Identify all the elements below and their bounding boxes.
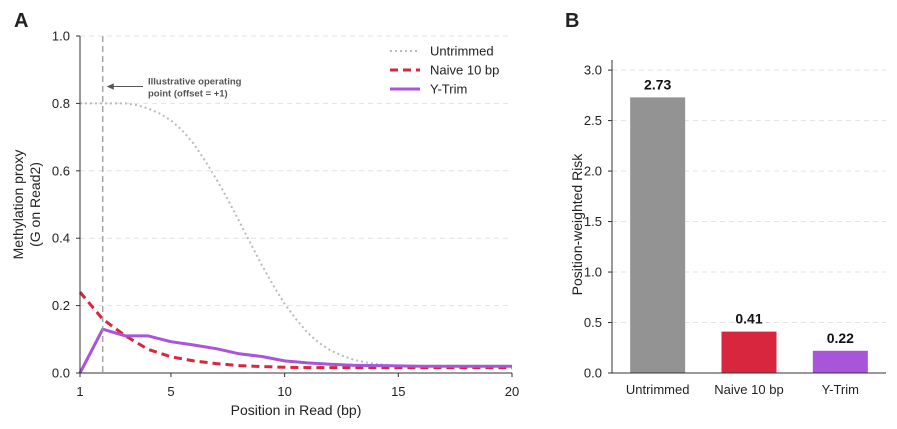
bar-naive-10-bp [721,331,777,373]
y-tick-label: 2.0 [584,164,602,179]
panel-label-a: A [14,10,28,32]
x-tick-label: Y-Trim [822,382,859,397]
bar-untrimmed [630,97,686,373]
line-chart-panel: Illustrative operating point (offset = +… [10,29,519,419]
y-axis-label-line-2: (G on Read2) [27,162,43,247]
legend-label: Untrimmed [430,44,494,59]
bar-value-label: 0.22 [827,330,854,346]
panel-label-b: B [565,10,579,32]
y-tick-label: 1.0 [584,265,602,280]
x-tick-label: 1 [76,384,83,399]
bar-chart-panel: 2.73 0.41 0.22 0.0 0.5 1.0 1.5 2.0 2.5 3.0 Untri… [569,60,886,397]
y-tick-label: 0.5 [584,315,602,330]
x-tick-label: 10 [277,384,291,399]
y-tick-label: 0.8 [52,96,70,111]
y-axis-label: Position-weighted Risk [569,153,585,296]
series-line-y-trim [78,327,512,374]
series-line-untrimmed [80,102,512,368]
y-tick-label: 0.0 [584,366,602,381]
y-axis-label-line-1: Methylation proxy [10,150,26,260]
bar-value-label: 2.73 [644,76,671,92]
legend: Untrimmed Naive 10 bp Y-Trim [390,44,499,97]
x-axis-label: Position in Read (bp) [231,402,362,418]
x-tick-label: 5 [167,384,174,399]
y-tick-label: 0.0 [52,366,70,381]
x-tick-label: Untrimmed [626,382,690,397]
series-line-naive-10-bp [78,291,512,370]
x-tick-label: 20 [505,384,519,399]
x-tick-label: Naive 10 bp [714,382,783,397]
legend-label: Naive 10 bp [430,63,499,78]
bar-value-label: 0.41 [735,311,762,327]
annotation: Illustrative operating point (offset = +… [106,77,242,100]
y-tick-label: 1.0 [52,29,70,44]
bar-y-trim [812,350,868,373]
y-tick-label: 0.6 [52,163,70,178]
x-tick-label: 15 [391,384,405,399]
y-tick-label: 0.4 [52,231,70,246]
y-tick-label: 2.5 [584,113,602,128]
y-tick-label: 1.5 [584,214,602,229]
legend-label: Y-Trim [430,82,467,97]
annotation-text-line-1: Illustrative operating [148,77,242,88]
annotation-arrowhead [106,83,114,90]
y-tick-label: 3.0 [584,63,602,78]
y-tick-label: 0.2 [52,298,70,313]
annotation-text-line-2: point (offset = +1) [148,89,228,100]
